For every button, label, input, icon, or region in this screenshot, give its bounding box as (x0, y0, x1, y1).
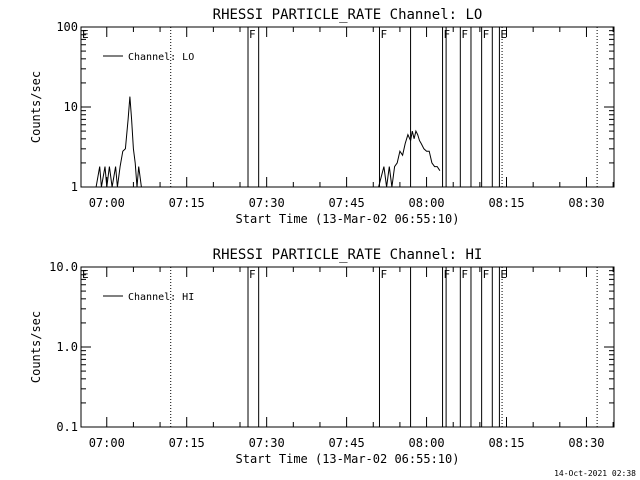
event-marker-label: F (483, 28, 490, 41)
chart-title: RHESSI PARTICLE_RATE Channel: HI (213, 247, 483, 263)
legend-label: Channel: HI (128, 292, 194, 303)
chart-panel-0: RHESSI PARTICLE_RATE Channel: LO Counts/s… (29, 7, 615, 226)
x-tick-label: 08:00 (408, 196, 444, 210)
x-tick-label: 07:15 (169, 196, 205, 210)
x-tick-label: 08:00 (408, 436, 444, 450)
x-tick-label: 07:45 (329, 436, 365, 450)
event-marker-label: F (249, 28, 256, 41)
legend-label: Channel: LO (128, 52, 194, 63)
chart-title: RHESSI PARTICLE_RATE Channel: LO (213, 7, 483, 23)
chart-panel-1: RHESSI PARTICLE_RATE Channel: HI Counts/s… (29, 247, 615, 466)
x-tick-label: 07:30 (249, 436, 285, 450)
event-marker-label: F (483, 268, 490, 281)
x-tick-label: 07:00 (89, 196, 125, 210)
y-axis-label: Counts/sec (29, 311, 43, 383)
corner-label: E (82, 28, 89, 41)
x-tick-label: 07:45 (329, 196, 365, 210)
event-marker-label: F (461, 268, 468, 281)
y-tick-label: 10 (64, 100, 78, 114)
event-marker-label: F (380, 28, 387, 41)
y-axis-label: Counts/sec (29, 71, 43, 143)
x-tick-label: 07:30 (249, 196, 285, 210)
y-tick-label: 100 (56, 20, 78, 34)
series-line-segment (378, 129, 441, 188)
event-marker-label: F (444, 268, 451, 281)
x-tick-label: 08:30 (568, 196, 604, 210)
y-tick-label: 1.0 (56, 340, 78, 354)
series-line-segment (95, 96, 142, 188)
event-marker-label: F (380, 268, 387, 281)
event-marker-label: E (500, 268, 507, 281)
footer-timestamp: 14-Oct-2021 02:38 (554, 469, 636, 478)
corner-label: E (82, 268, 89, 281)
x-tick-label: 07:00 (89, 436, 125, 450)
x-tick-label: 08:15 (488, 436, 524, 450)
y-tick-label: 10.0 (49, 260, 78, 274)
x-tick-label: 08:15 (488, 196, 524, 210)
x-axis-label: Start Time (13-Mar-02 06:55:10) (236, 212, 460, 226)
x-axis-label: Start Time (13-Mar-02 06:55:10) (236, 452, 460, 466)
x-tick-label: 07:15 (169, 436, 205, 450)
y-tick-label: 0.1 (56, 420, 78, 434)
event-marker-label: F (249, 268, 256, 281)
y-tick-label: 1 (71, 180, 78, 194)
event-marker-label: F (444, 28, 451, 41)
event-marker-label: F (461, 28, 468, 41)
event-marker-label: E (500, 28, 507, 41)
x-tick-label: 08:30 (568, 436, 604, 450)
